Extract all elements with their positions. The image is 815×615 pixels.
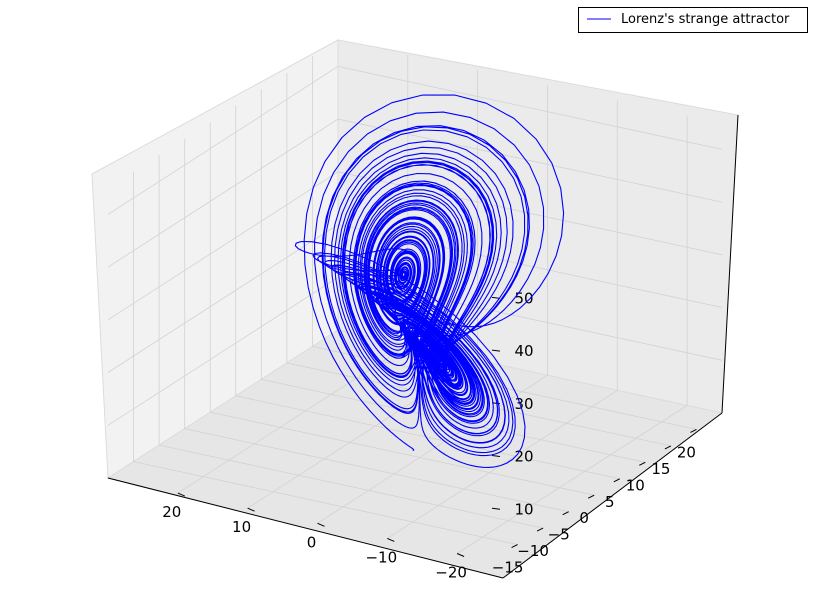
x-tick [536, 527, 544, 532]
y-gridline [387, 100, 618, 539]
z-axis-line [721, 114, 739, 414]
series-line-lorenz [294, 94, 565, 468]
x-tick [613, 478, 621, 483]
z-tick-label: 30 [514, 395, 533, 413]
z-tick-label: 10 [514, 500, 533, 518]
z-gridline [107, 171, 723, 321]
y-tick-label: −10 [365, 548, 397, 566]
x-tick-label: −15 [492, 559, 524, 577]
z-tick [491, 296, 501, 299]
y-tick [177, 492, 185, 497]
axes [107, 114, 739, 579]
z-gridline [107, 118, 723, 268]
x-tick [562, 511, 569, 516]
legend-box [578, 7, 808, 33]
z-gridline [107, 224, 723, 373]
x-tick-label: 15 [651, 460, 670, 478]
x-axis-line [107, 477, 504, 579]
z-tick-label: 40 [514, 342, 533, 360]
y-gridline [456, 115, 688, 554]
x-gridline [184, 138, 569, 513]
y-gridline [317, 85, 548, 524]
x-gridline [260, 89, 646, 463]
y-axis-line [502, 412, 723, 579]
y-tick-label: 0 [307, 533, 317, 551]
x-gridline [209, 122, 595, 496]
z-tick [491, 507, 501, 510]
x-gridline [133, 171, 518, 545]
y-tick-label: 20 [162, 503, 181, 521]
y-gridline [177, 55, 409, 494]
x-tick-label: −10 [517, 542, 549, 560]
y-tick [247, 507, 255, 512]
z-tick [491, 349, 501, 352]
z-gridline [107, 65, 723, 215]
y-tick [387, 537, 395, 542]
legend-label: Lorenz's strange attractor [621, 12, 790, 27]
x-tick-label: 0 [579, 509, 589, 527]
x-tick [511, 544, 518, 549]
x-tick-label: −5 [548, 526, 570, 544]
grid-lines [107, 55, 723, 554]
x-tick [587, 494, 595, 499]
z-tick-label: 50 [514, 289, 533, 307]
y-tick [317, 522, 325, 527]
x-gridline [158, 155, 544, 529]
x-tick [690, 428, 697, 433]
y-tick [456, 553, 465, 557]
x-tick [639, 461, 646, 466]
x-gridline [311, 56, 697, 430]
x-tick-label: 20 [677, 443, 696, 461]
z-tick-label: 20 [514, 448, 533, 466]
x-tick-label: 5 [605, 493, 615, 511]
x-tick-label: 10 [626, 476, 645, 494]
x-tick [664, 445, 672, 450]
x-gridline [286, 72, 671, 447]
z-tick [491, 455, 501, 457]
legend: Lorenz's strange attractor [578, 7, 808, 33]
y-tick-label: −20 [435, 564, 467, 582]
y-tick-label: 10 [232, 518, 251, 536]
z-gridline [107, 276, 723, 426]
